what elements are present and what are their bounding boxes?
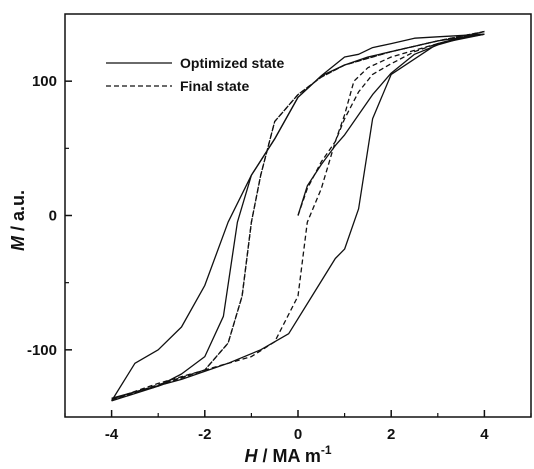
- series-line-optimized-state-branch-2: [111, 33, 485, 402]
- x-axis-label-symbol: H: [244, 446, 258, 466]
- x-tick-label: 0: [294, 426, 302, 443]
- y-axis-label-symbol: M: [8, 235, 28, 251]
- y-axis-label: M / a.u.: [8, 190, 28, 251]
- x-axis-label-exponent: -1: [321, 443, 332, 457]
- series-line-final-state-branch-3: [111, 30, 485, 401]
- series-line-final-state-branch-2: [111, 30, 485, 401]
- legend-label-final: Final state: [180, 78, 249, 94]
- y-axis-label-unit: / a.u.: [8, 190, 28, 236]
- x-axis-label-unit: / MA m: [257, 446, 320, 466]
- x-tick-label: -2: [198, 426, 211, 443]
- y-tick-label: 100: [32, 73, 57, 90]
- series-lines: [111, 30, 485, 402]
- x-tick-label: -4: [105, 426, 119, 443]
- legend: Optimized state Final state: [106, 55, 284, 94]
- series-line-final-state-branch-0: [297, 30, 485, 216]
- series-line-optimized-state-branch-0: [297, 33, 485, 216]
- x-tick-label: 2: [387, 426, 395, 443]
- x-tick-label: 4: [480, 426, 489, 443]
- legend-label-optimized: Optimized state: [180, 55, 284, 71]
- y-tick-label: 0: [49, 208, 57, 225]
- ticks: -4 -2 0 2 4 -100 0 100: [27, 73, 532, 443]
- x-axis-label: H / MA m-1: [244, 443, 331, 466]
- y-tick-label: -100: [27, 342, 57, 359]
